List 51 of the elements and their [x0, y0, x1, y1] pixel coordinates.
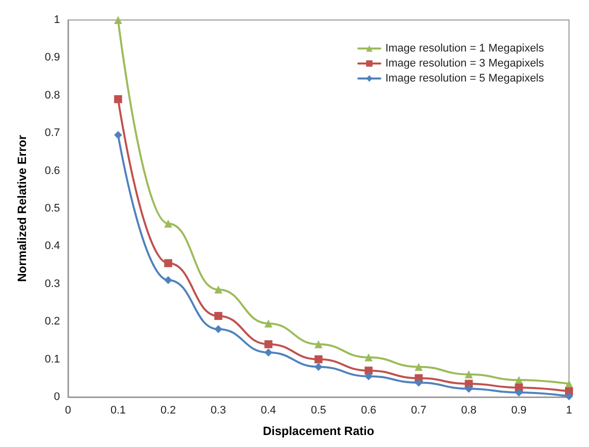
- x-tick-label: 0.2: [160, 404, 176, 416]
- x-tick-label: 0.8: [461, 404, 476, 416]
- point: [314, 362, 322, 371]
- y-tick-label: 0.2: [44, 316, 60, 328]
- point: [264, 348, 272, 357]
- point: [164, 259, 172, 268]
- point: [314, 355, 322, 364]
- y-tick-label: 0: [54, 391, 60, 403]
- legend-label: Image resolution = 1 Megapixels: [385, 42, 544, 54]
- y-tick-label: 0.5: [44, 202, 60, 214]
- point: [114, 95, 122, 104]
- y-tick-label: 0.9: [44, 52, 60, 64]
- y-tick-label: 0.3: [44, 278, 60, 290]
- legend-label: Image resolution = 3 Megapixels: [385, 58, 544, 70]
- point: [364, 353, 373, 362]
- y-tick-label: 1: [54, 14, 60, 26]
- point: [114, 16, 122, 24]
- point: [364, 366, 373, 375]
- y-tick-label: 0.8: [44, 89, 60, 102]
- y-tick-label: 0.7: [44, 127, 60, 140]
- point: [214, 286, 222, 294]
- x-tick-label: 0.7: [411, 404, 426, 416]
- point: [314, 340, 322, 348]
- point: [364, 372, 373, 380]
- point: [464, 370, 473, 378]
- legend-label: Image resolution = 5 Megapixels: [385, 72, 544, 84]
- x-tick-label: 1: [566, 404, 572, 416]
- y-tick-label: 0.1: [44, 353, 60, 366]
- x-tick-label: 0.5: [310, 404, 326, 416]
- point: [164, 220, 172, 228]
- point: [214, 312, 222, 320]
- x-tick-label: 0.1: [110, 404, 126, 416]
- x-tick-label: 0.6: [360, 404, 376, 416]
- point: [214, 325, 222, 334]
- y-axis-title: Normalized Relative Error: [15, 134, 29, 282]
- x-axis-title: Displacement Ratio: [262, 424, 374, 438]
- point: [114, 130, 122, 139]
- x-tick-label: 0.3: [210, 404, 226, 416]
- x-tick-label: 0.9: [511, 404, 527, 416]
- point: [164, 276, 172, 284]
- point: [264, 319, 272, 328]
- x-tick-label: 0.4: [260, 404, 276, 416]
- point: [464, 384, 473, 393]
- point: [514, 388, 523, 396]
- point: [414, 378, 423, 387]
- y-tick-label: 0.6: [44, 164, 60, 177]
- x-tick-label: 0: [64, 404, 72, 416]
- point: [565, 392, 573, 400]
- point: [264, 340, 272, 348]
- y-tick-label: 0.4: [44, 240, 60, 252]
- point: [414, 362, 423, 371]
